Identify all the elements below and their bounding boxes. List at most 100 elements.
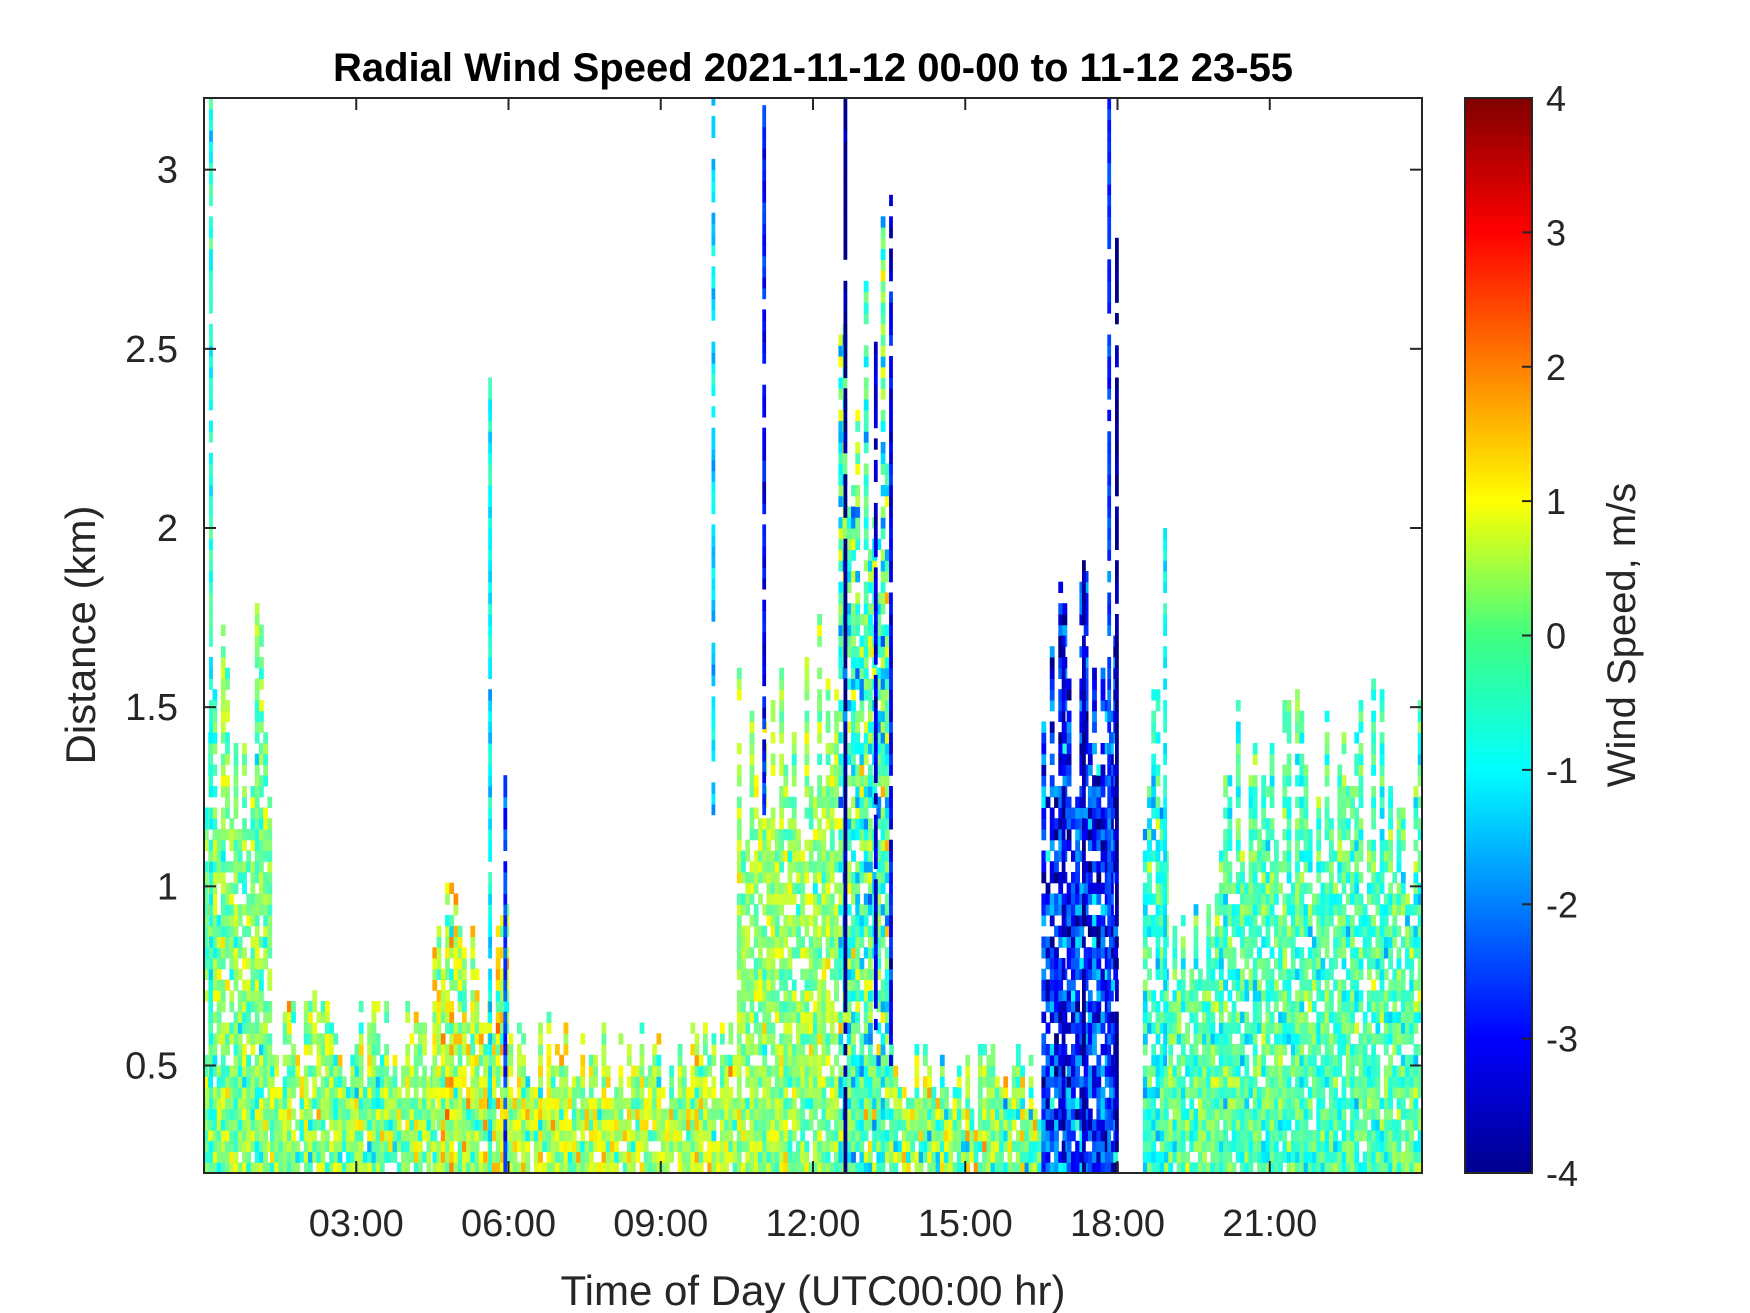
heatmap-cell (1151, 1162, 1157, 1173)
heatmap-cell (1214, 1140, 1220, 1153)
heatmap-cell (1219, 936, 1224, 948)
heatmap-cell (779, 829, 784, 841)
heatmap-cell (555, 1130, 560, 1142)
heatmap-cell (834, 1151, 839, 1163)
heatmap-cell (868, 743, 873, 755)
heatmap-cell (242, 753, 247, 765)
heatmap-cell (538, 1119, 543, 1131)
heatmap-cell (1062, 990, 1068, 1002)
heatmap-cell (413, 1065, 419, 1077)
heatmap-cell (787, 1044, 793, 1056)
heatmap-cell (601, 1162, 607, 1173)
heatmap-cell (1020, 1076, 1025, 1088)
heatmap-cell (1071, 968, 1076, 980)
heatmap-cell (868, 786, 873, 798)
heatmap-cell (1066, 1065, 1072, 1077)
heatmap-cell (876, 882, 882, 894)
heatmap-cell (753, 807, 759, 819)
heatmap-cell (1071, 1108, 1076, 1120)
heatmap-cell (665, 1151, 670, 1163)
heatmap-cell (766, 915, 772, 927)
heatmap-cell (1041, 1130, 1047, 1142)
heatmap-cell (732, 1065, 738, 1077)
heatmap-cell (333, 1119, 339, 1131)
heatmap-cell (282, 1076, 288, 1088)
heatmap-cell (436, 1097, 442, 1110)
heatmap-cell (884, 818, 890, 830)
heatmap-cell (1252, 1151, 1258, 1163)
heatmap-cell (656, 1033, 662, 1045)
heatmap-cell (312, 1097, 318, 1110)
heatmap-cell (863, 356, 869, 368)
heatmap-cell (453, 1087, 459, 1099)
heatmap-cell (851, 947, 856, 959)
heatmap-cell (1252, 872, 1258, 884)
heatmap-cell (804, 839, 810, 851)
heatmap-cell (893, 1119, 899, 1131)
heatmap-cell (1223, 850, 1228, 862)
heatmap-cell (834, 1119, 839, 1131)
heatmap-cell (880, 528, 886, 540)
heatmap-cell (216, 1108, 222, 1120)
heatmap-cell (263, 1044, 268, 1056)
heatmap-cell (846, 807, 852, 819)
heatmap-cell (741, 1140, 746, 1153)
heatmap-cell (521, 1087, 526, 1099)
heatmap-cell (838, 452, 844, 465)
heatmap-cell (1193, 990, 1199, 1002)
heatmap-cell (1168, 1097, 1174, 1110)
heatmap-cell (299, 1151, 305, 1163)
heatmap-cell (308, 1044, 313, 1056)
heatmap-cell (927, 1076, 932, 1088)
heatmap-cell (779, 904, 784, 916)
heatmap-cell (855, 506, 861, 518)
heatmap-cell (762, 1065, 768, 1077)
heatmap-cell (1100, 1065, 1106, 1077)
heatmap-cell (851, 1162, 856, 1173)
heatmap-cell (418, 1151, 423, 1163)
heatmap-cell (859, 872, 865, 884)
heatmap-cell (254, 796, 260, 808)
heatmap-cell (1193, 958, 1199, 970)
heatmap-cell (1193, 1108, 1199, 1120)
heatmap-cell (1176, 1162, 1182, 1173)
heatmap-cell (1261, 904, 1267, 916)
heatmap-cell (384, 1140, 389, 1153)
heatmap-cell (371, 1087, 377, 1099)
heatmap-cell (220, 786, 226, 798)
heatmap-cell (884, 775, 890, 787)
heatmap-cell (1041, 861, 1047, 873)
heatmap-cell (500, 979, 505, 991)
heatmap-cell (1142, 893, 1148, 905)
heatmap-cell (508, 1097, 514, 1110)
heatmap-cell (884, 764, 890, 776)
heatmap-cell (1223, 1162, 1228, 1173)
heatmap-cell (237, 1033, 243, 1045)
heatmap-cell (405, 1162, 411, 1173)
heatmap-cell (517, 1076, 522, 1088)
heatmap-cell (546, 1151, 552, 1163)
heatmap-cell (1071, 1076, 1076, 1088)
heatmap-cell (1210, 1151, 1216, 1163)
heatmap-cell (1151, 990, 1157, 1002)
heatmap-cell (1075, 807, 1080, 819)
heatmap-cell (787, 829, 793, 841)
heatmap-cell (1159, 958, 1165, 970)
heatmap-cell (584, 1140, 590, 1153)
heatmap-cell (736, 1119, 742, 1131)
heatmap-cell (1079, 936, 1085, 948)
heatmap-cell (1159, 1076, 1165, 1088)
heatmap-cell (1265, 1151, 1271, 1163)
heatmap-cell (791, 818, 797, 830)
heatmap-cell (1066, 893, 1072, 905)
heatmap-cell (1235, 1119, 1241, 1131)
heatmap-cell (1172, 1140, 1178, 1153)
heatmap-cell (952, 1108, 958, 1120)
heatmap-cell (521, 1097, 526, 1110)
heatmap-cell (358, 1151, 364, 1163)
heatmap-cell (923, 1119, 928, 1131)
heatmap-cell (804, 947, 810, 959)
heatmap-cell (491, 1044, 497, 1056)
heatmap-cell (859, 700, 865, 712)
heatmap-cell (563, 1140, 569, 1153)
